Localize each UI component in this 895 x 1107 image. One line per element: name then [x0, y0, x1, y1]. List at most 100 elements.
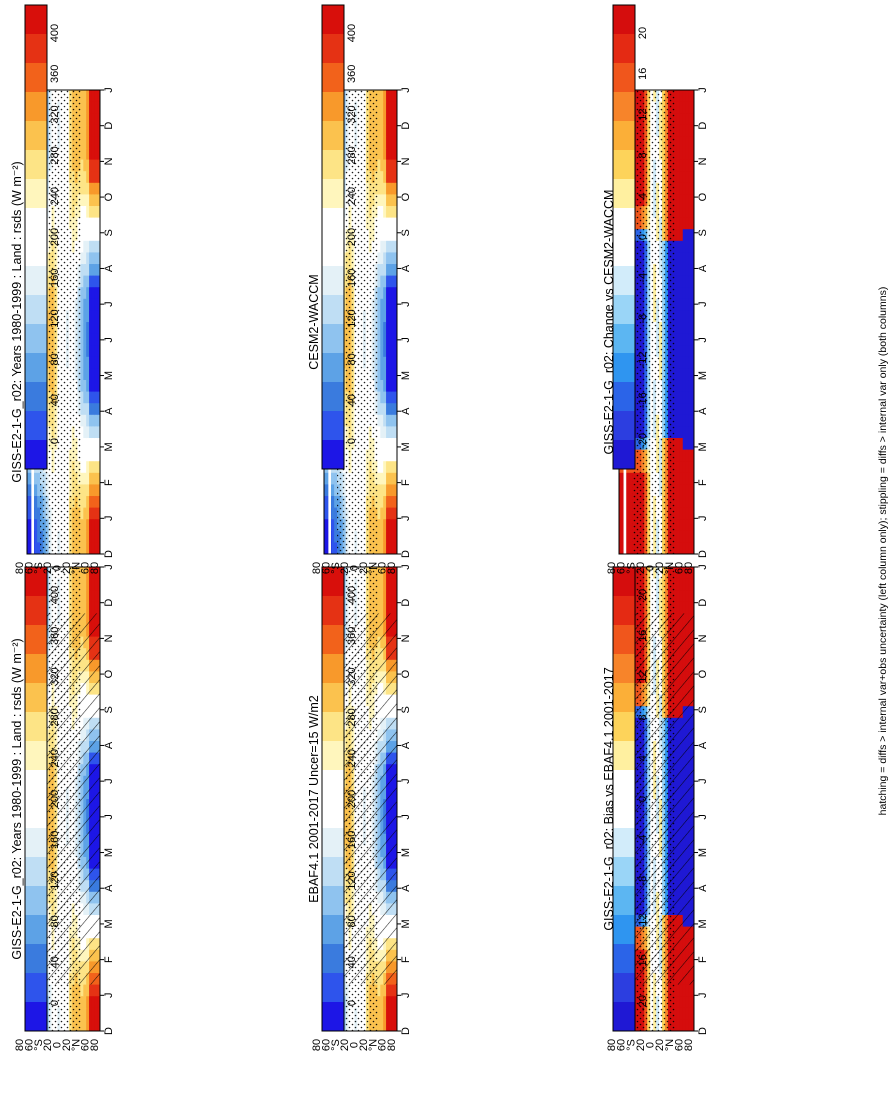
x-tick-label: J — [400, 516, 412, 522]
panel-title: GISS-E2-1-G_r02: Years 1980-1999 : Land … — [10, 161, 24, 482]
x-tick-label: J — [400, 564, 412, 570]
y-tick-label: 80 — [311, 1039, 323, 1051]
colorbar-swatch — [25, 5, 47, 35]
colorbar-tick-label: 240 — [49, 187, 61, 205]
colorbar-swatch — [25, 440, 47, 470]
colorbar-tick-label: 400 — [49, 24, 61, 42]
x-tick-label: J — [103, 337, 115, 343]
x-tick-label: S — [103, 706, 115, 713]
colorbar-swatch — [322, 440, 344, 470]
x-tick-label: O — [400, 192, 412, 201]
colorbar-swatch — [322, 92, 344, 122]
colorbar-swatch — [25, 63, 47, 93]
colorbar-swatch — [25, 596, 47, 626]
colorbar-tick-label: 400 — [346, 586, 358, 604]
x-tick-label: N — [400, 157, 412, 165]
panel-left-middle: EBAF4.1 2001-2017 Uncer=15 W/m2DJFMAMJJA… — [307, 564, 412, 1051]
colorbar-swatch — [322, 179, 344, 209]
colorbar-swatch — [25, 266, 47, 296]
colorbar-swatch — [25, 944, 47, 974]
colorbar-tick-label: 160 — [346, 831, 358, 849]
colorbar-tick-label: 120 — [346, 871, 358, 889]
x-tick-label: D — [400, 122, 412, 130]
colorbar-tick-label: 240 — [346, 749, 358, 767]
colorbar-swatch — [25, 295, 47, 325]
x-tick-label: A — [400, 884, 412, 892]
x-tick-label: M — [400, 371, 412, 380]
x-tick-label: J — [400, 337, 412, 343]
colorbar-swatch — [322, 857, 344, 887]
colorbar-swatch — [322, 121, 344, 151]
colorbar-tick-label: 280 — [346, 146, 358, 164]
y-tick-label: 80 — [14, 562, 26, 574]
colorbar-swatch — [25, 973, 47, 1003]
colorbar-tick-label: 200 — [49, 228, 61, 246]
colorbar-swatch — [322, 34, 344, 64]
colorbar-swatch — [25, 324, 47, 354]
x-tick-label: N — [103, 634, 115, 642]
panel-left-bottom: GISS-E2-1-G_r02: Bias vs EBAF4.1 2001-20… — [602, 564, 709, 1051]
colorbar-swatch — [322, 411, 344, 441]
colorbar-swatch — [25, 179, 47, 209]
x-tick-label: A — [400, 264, 412, 272]
panel-right-middle: CESM2-WACCMDJFMAMJJASONDJ8060°N20020°S60… — [307, 5, 412, 574]
colorbar-swatch — [25, 886, 47, 916]
x-tick-label: A — [103, 884, 115, 892]
x-tick-label: M — [103, 442, 115, 451]
colorbar-swatch — [25, 741, 47, 771]
colorbar-swatch — [322, 382, 344, 412]
colorbar-tick-label: 80 — [49, 353, 61, 365]
colorbar-tick-label: 360 — [49, 65, 61, 83]
x-tick-label: F — [400, 479, 412, 486]
x-tick-label: D — [103, 550, 115, 558]
colorbar-swatch — [25, 915, 47, 945]
panel-right-top: GISS-E2-1-G_r02: Years 1980-1999 : Land … — [10, 5, 115, 574]
colorbar-swatch — [25, 770, 47, 800]
x-tick-label: F — [103, 479, 115, 486]
colorbar-tick-label: 360 — [49, 627, 61, 645]
colorbar-tick-label: 160 — [346, 269, 358, 287]
colorbar-tick-label: 200 — [49, 790, 61, 808]
x-tick-label: J — [400, 814, 412, 820]
colorbar-tick-label: 40 — [346, 956, 358, 968]
x-tick-label: S — [400, 229, 412, 236]
colorbar-swatch — [25, 683, 47, 713]
colorbar-swatch — [25, 34, 47, 64]
colorbar-tick-label: 400 — [49, 586, 61, 604]
colorbar-swatch — [322, 915, 344, 945]
colorbar-tick-label: 0 — [49, 1000, 61, 1006]
x-tick-label: D — [103, 599, 115, 607]
x-tick-label: M — [103, 919, 115, 928]
colorbar-swatch — [322, 654, 344, 684]
x-tick-label: A — [103, 264, 115, 272]
panel-title: GISS-E2-1-G_r02: Years 1980-1999 : Land … — [10, 638, 24, 959]
colorbar-swatch — [25, 92, 47, 122]
x-tick-label: F — [103, 956, 115, 963]
colorbar-swatch — [25, 208, 47, 238]
colorbar-swatch — [322, 973, 344, 1003]
x-tick-label: O — [103, 669, 115, 678]
y-tick-label: 80 — [311, 562, 323, 574]
colorbar-tick-label: 80 — [346, 353, 358, 365]
x-tick-label: D — [400, 599, 412, 607]
colorbar-tick-label: 160 — [49, 269, 61, 287]
colorbar-swatch — [322, 266, 344, 296]
x-tick-label: A — [400, 407, 412, 415]
colorbar-tick-label: 280 — [346, 708, 358, 726]
colorbar-tick-label: 320 — [49, 667, 61, 685]
colorbar-tick-label: 240 — [49, 749, 61, 767]
x-tick-label: D — [400, 550, 412, 558]
colorbar-swatch — [25, 382, 47, 412]
colorbar-swatch — [25, 799, 47, 829]
colorbar-tick-label: 320 — [346, 105, 358, 123]
colorbar-tick-label: 80 — [49, 915, 61, 927]
colorbar-swatch — [322, 770, 344, 800]
x-tick-label: J — [400, 301, 412, 307]
x-tick-label: M — [400, 442, 412, 451]
x-tick-label: J — [400, 993, 412, 999]
colorbar-swatch — [25, 353, 47, 383]
